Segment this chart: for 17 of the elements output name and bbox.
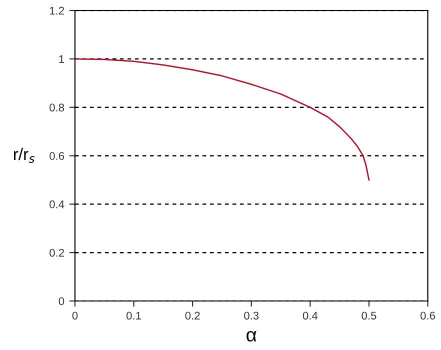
y-tick-label: 0.6: [50, 152, 64, 160]
y-tick-label: 0.8: [50, 104, 64, 112]
y-axis-title: r/r$_{s}$: [14, 148, 35, 163]
x-tick-label: 0.4: [302, 312, 318, 320]
y-tick-label: 1: [59, 55, 64, 63]
x-tick-label: 0: [72, 312, 78, 320]
y-tick-label: 1.2: [50, 6, 64, 15]
y-tick-label: 0.2: [50, 248, 64, 257]
line-series: [74, 58, 370, 181]
x-tick-label: 0.3: [244, 312, 259, 320]
x-tick-label: 0.5: [362, 312, 376, 320]
x-tick-label: 0.1: [126, 312, 141, 320]
y-tick-label: 0.4: [50, 200, 64, 208]
x-tick-label: 0.2: [185, 312, 200, 320]
x-tick-label: 0.6: [420, 312, 436, 320]
x-axis-title: α: [246, 330, 256, 342]
y-tick-label: 0: [58, 297, 64, 306]
